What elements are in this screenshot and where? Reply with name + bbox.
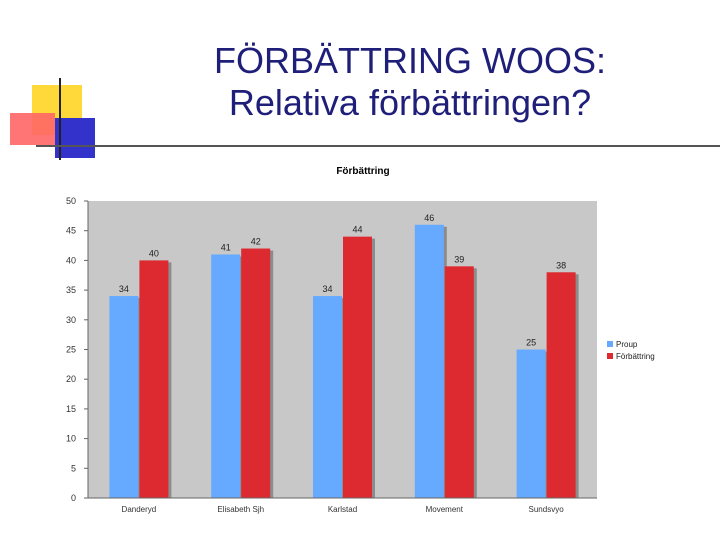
bar [109, 296, 139, 498]
legend-label: Förbättring [616, 352, 655, 361]
y-tick-label: 20 [66, 374, 76, 384]
bar [241, 248, 271, 498]
legend-swatch [607, 353, 613, 359]
slide-title: FÖRBÄTTRING WOOS: Relativa förbättringen… [140, 40, 680, 124]
bar [414, 224, 444, 498]
bar [444, 266, 474, 498]
bar-value-label: 38 [556, 260, 566, 270]
title-divider [36, 145, 720, 147]
bar [211, 254, 241, 498]
bar-value-label: 41 [221, 242, 231, 252]
bar [313, 296, 342, 498]
slide-title-line2: Relativa förbättringen? [228, 82, 592, 123]
y-tick-label: 40 [66, 255, 76, 265]
x-tick-label: Danderyd [122, 505, 157, 514]
legend-swatch [607, 341, 613, 347]
bar-value-label: 46 [424, 213, 434, 223]
y-tick-label: 5 [71, 463, 76, 473]
bar [546, 272, 576, 498]
deco-red-square [10, 113, 55, 145]
slide-title-line1: FÖRBÄTTRING WOOS: [214, 40, 606, 81]
y-tick-label: 35 [66, 285, 76, 295]
y-tick-label: 45 [66, 226, 76, 236]
bar-value-label: 40 [149, 248, 159, 258]
bar [343, 236, 372, 498]
bar-value-label: 25 [526, 338, 536, 348]
bar-value-label: 39 [454, 254, 464, 264]
bar-value-label: 42 [251, 237, 261, 247]
y-tick-label: 30 [66, 315, 76, 325]
chart-title: Förbättring [336, 166, 389, 177]
y-tick-label: 15 [66, 404, 76, 414]
x-tick-label: Elisabeth Sjh [217, 505, 264, 514]
bar-value-label: 34 [119, 284, 129, 294]
x-tick-label: Sundsvyo [529, 505, 565, 514]
bar [516, 349, 546, 498]
deco-blue-square [55, 118, 95, 158]
y-tick-label: 25 [66, 345, 76, 355]
y-tick-label: 50 [66, 196, 76, 206]
x-tick-label: Karlstad [328, 505, 357, 514]
y-tick-label: 10 [66, 434, 76, 444]
bar-value-label: 34 [322, 284, 332, 294]
bar-chart: Förbättring 34 40 41 42 34 44 46 39 25 38 0 5 10 15 2… [66, 166, 655, 514]
bar [139, 260, 169, 498]
x-tick-label: Movement [426, 505, 464, 514]
legend-label: Proup [616, 340, 638, 349]
y-tick-label: 0 [71, 493, 76, 503]
bar-value-label: 44 [352, 225, 362, 235]
